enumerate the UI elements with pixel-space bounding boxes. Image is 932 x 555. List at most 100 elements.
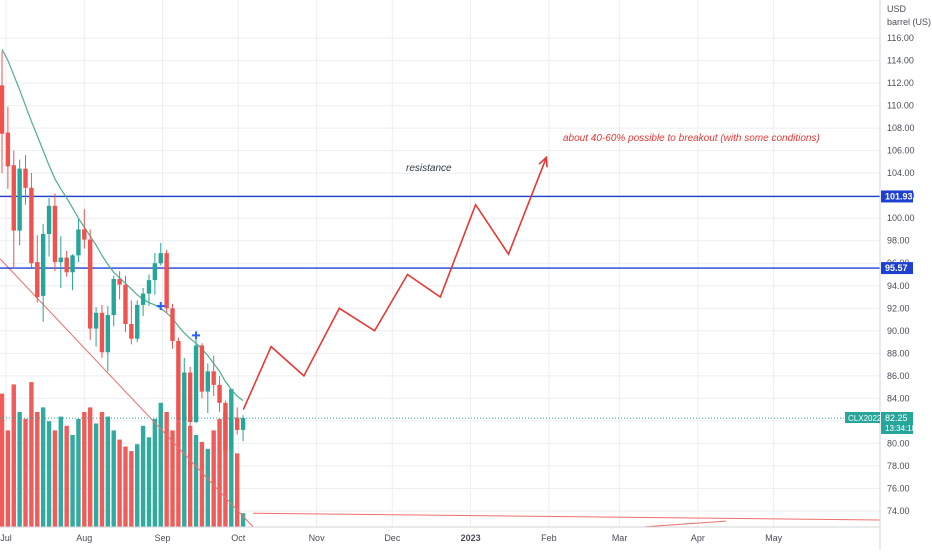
candle — [135, 300, 140, 343]
candle — [88, 229, 93, 340]
price-tick-label: 110.00 — [887, 101, 914, 111]
level-label: 101.93 — [885, 191, 913, 201]
volume-bar — [182, 400, 187, 527]
time-tick-label: Nov — [309, 533, 326, 543]
candle — [146, 274, 152, 307]
candle-body — [111, 279, 116, 316]
candle-body — [23, 168, 28, 188]
candle — [205, 363, 210, 414]
candle — [46, 197, 52, 257]
price-tick-label: 84.00 — [887, 393, 910, 403]
candle-body — [46, 205, 52, 234]
volume-bar — [164, 412, 169, 527]
price-tick-label: 108.00 — [887, 123, 915, 133]
time-tick-label: Aug — [76, 533, 92, 543]
candle-body — [140, 293, 146, 305]
horizontal-levels — [0, 195, 880, 269]
candle — [164, 249, 169, 313]
candle — [64, 250, 69, 277]
price-axis[interactable]: USD barrel (US) 116.00 114.00 112.00 110.00… — [845, 0, 932, 550]
time-tick-label: Feb — [541, 533, 557, 543]
volume-bar — [70, 435, 75, 527]
candle-body — [170, 308, 175, 341]
projection-line — [242, 157, 548, 410]
candle — [229, 404, 234, 460]
candle — [76, 219, 81, 263]
candle-body — [93, 312, 99, 329]
volume-bar — [170, 430, 175, 527]
volume-bar — [17, 412, 22, 527]
candle-body — [235, 417, 240, 430]
volume-bar — [52, 430, 58, 527]
volume-bar — [76, 418, 81, 527]
candle — [93, 307, 99, 347]
time-axis[interactable]: Jul Aug Sep Oct Nov Dec 2023 Feb Mar Apr May — [0, 526, 880, 543]
time-tick-label: Dec — [384, 533, 401, 543]
candle-body — [176, 340, 181, 421]
candle-body — [76, 229, 81, 256]
volume-bar — [158, 402, 163, 527]
volume-bar — [193, 435, 199, 527]
price-tick-label: 94.00 — [887, 281, 910, 291]
candle — [17, 159, 22, 246]
candle-body — [82, 229, 87, 240]
time-tick-label: Oct — [231, 533, 246, 543]
candle-body — [123, 284, 128, 325]
candle — [11, 150, 16, 269]
candle — [170, 303, 175, 349]
candle-body — [70, 255, 75, 273]
candle — [152, 253, 158, 295]
candle — [211, 355, 216, 397]
annotation-breakout: about 40-60% possible to breakout (with … — [563, 133, 820, 144]
volume-bar — [111, 430, 116, 527]
markers — [156, 302, 201, 340]
time-tick-label: Apr — [691, 533, 705, 543]
symbol-label: CLX2022 — [848, 414, 882, 423]
price-tick-label: 86.00 — [887, 371, 910, 381]
projection-path — [0, 155, 880, 419]
volume-bar — [105, 416, 111, 527]
countdown-value: 13:34:18 — [885, 424, 917, 433]
candle-body — [52, 205, 58, 263]
candle-body — [40, 233, 46, 296]
volume-bar — [5, 430, 11, 527]
descending-trendline — [0, 258, 254, 528]
volume-bar — [199, 441, 205, 527]
price-tick-label: 74.00 — [887, 506, 910, 516]
annotation-resistance: resistance — [406, 163, 452, 174]
candle — [52, 193, 58, 272]
candle-body — [0, 85, 5, 134]
candle-body — [217, 384, 222, 403]
price-tick-label: 104.00 — [887, 168, 915, 178]
candle-body — [99, 312, 105, 353]
volume-bar — [88, 407, 93, 527]
volume-bar — [217, 418, 222, 527]
candle — [235, 407, 240, 435]
candle-body — [129, 324, 134, 339]
candle — [29, 173, 34, 268]
candle-body — [29, 187, 34, 264]
candle-body — [152, 263, 158, 281]
candle — [158, 242, 163, 266]
volume-bar — [205, 448, 210, 527]
volume-bar — [40, 407, 46, 527]
volume-bar — [176, 421, 181, 527]
candle — [111, 275, 116, 327]
candle-body — [88, 239, 93, 329]
candle — [99, 304, 105, 358]
candle — [5, 106, 11, 189]
price-tick-label: 100.00 — [887, 213, 915, 223]
volume-bar — [82, 412, 87, 527]
level-badge — [881, 262, 913, 275]
last-price-badge: CLX2022 82.25 13:34:18 — [845, 412, 917, 434]
price-tick-label: 114.00 — [887, 56, 914, 66]
volume-bars — [0, 382, 246, 527]
candle-body — [105, 315, 111, 353]
candle — [182, 357, 187, 430]
volume-bar — [235, 453, 240, 527]
volume-bar — [223, 412, 228, 527]
price-tick-label: 112.00 — [887, 78, 914, 88]
price-tick-label: 88.00 — [887, 348, 910, 358]
price-tick-label: 92.00 — [887, 303, 910, 313]
candle-body — [58, 257, 63, 263]
